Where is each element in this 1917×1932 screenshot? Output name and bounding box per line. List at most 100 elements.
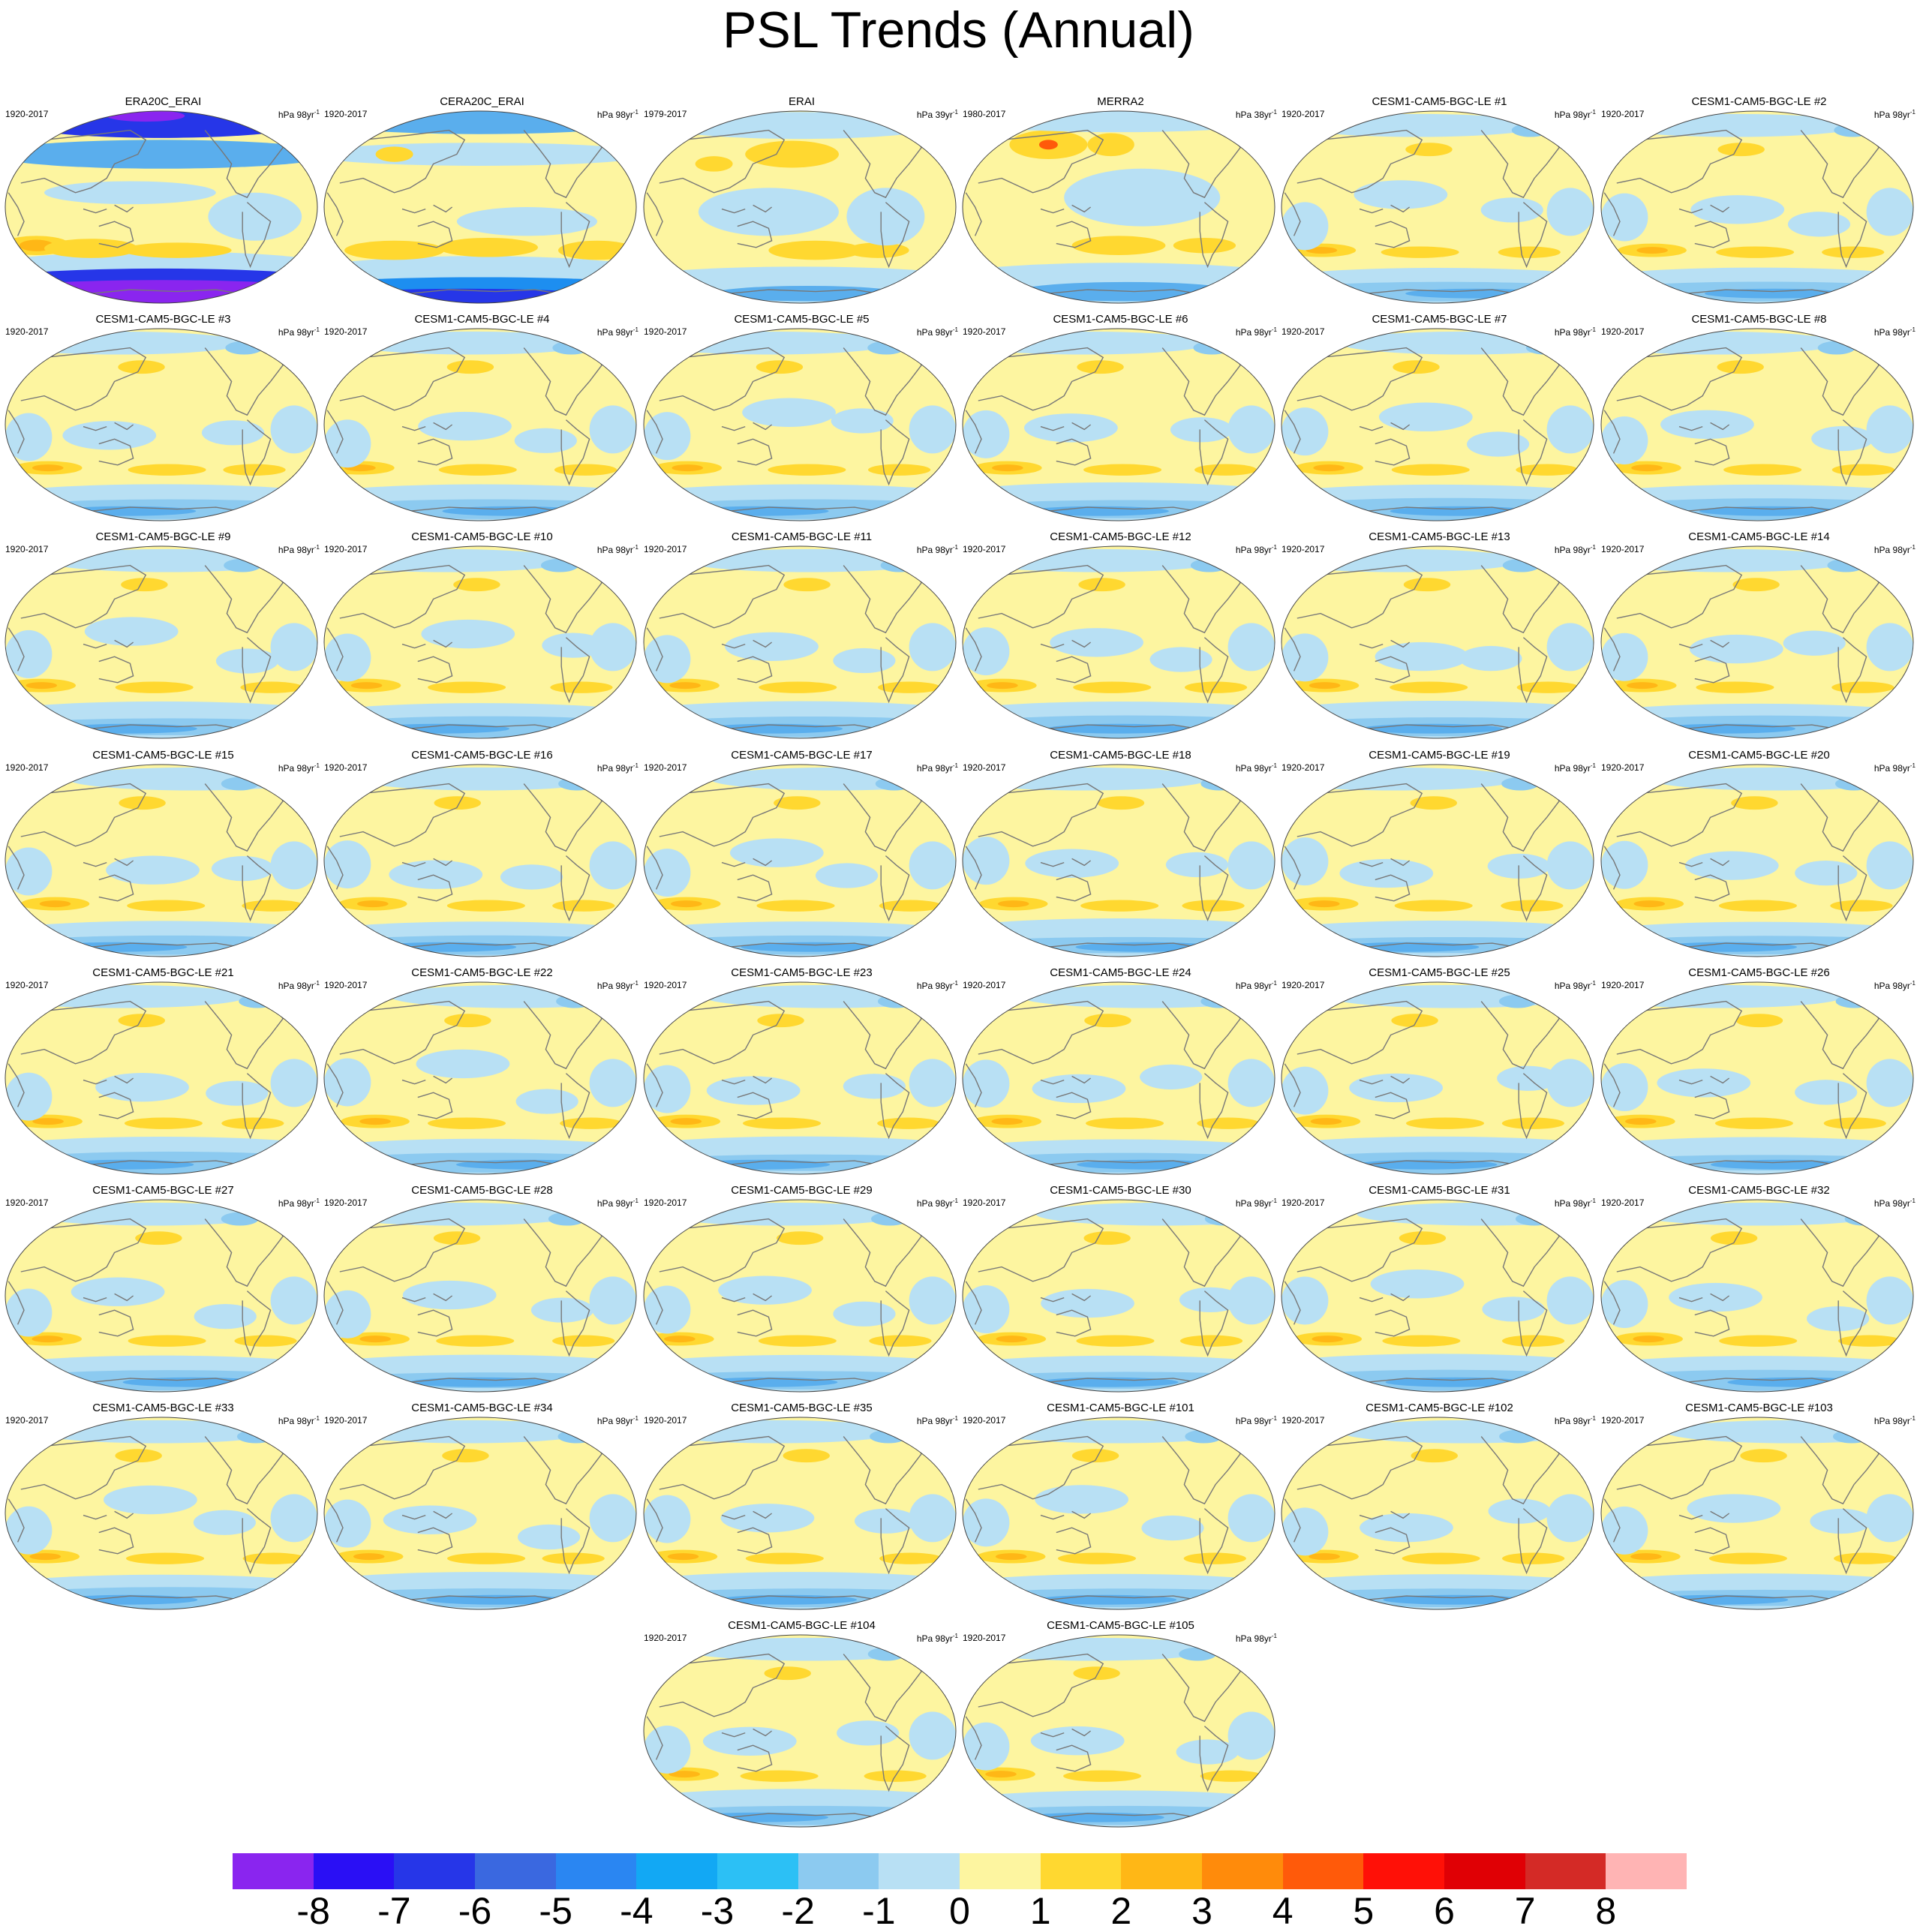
- colorbar-tick-label: 5: [1353, 1890, 1375, 1932]
- colorbar-tick-label: -3: [700, 1890, 735, 1932]
- trend-contour: [95, 1072, 189, 1102]
- trend-contour: [879, 1552, 942, 1564]
- panel-units: hPa 38yr-1: [1235, 109, 1277, 120]
- trend-contour: [1041, 1288, 1134, 1318]
- coastline: [242, 1508, 272, 1575]
- trend-contour: [756, 900, 835, 912]
- panel-units: hPa 98yr-1: [278, 109, 320, 120]
- trend-contour: [1349, 1073, 1444, 1103]
- trend-contour: [670, 900, 702, 908]
- coastline: [91, 289, 240, 294]
- panel-title: CESM1-CAM5-BGC-LE #4: [414, 313, 550, 326]
- coastline: [1284, 410, 1301, 454]
- trend-contour: [118, 1014, 165, 1028]
- trend-contour: [1783, 630, 1846, 656]
- coastline: [13, 347, 147, 411]
- trend-contour: [1073, 681, 1152, 693]
- coastline: [204, 565, 284, 634]
- coastline: [843, 1436, 923, 1505]
- coastline: [114, 1293, 134, 1302]
- trend-contour: [1834, 1552, 1897, 1564]
- coastline: [970, 783, 1104, 847]
- coastline: [1367, 942, 1516, 948]
- trend-contour: [1732, 578, 1780, 592]
- trend-contour: [997, 900, 1029, 908]
- coastline: [1878, 1209, 1895, 1232]
- trend-contour: [1699, 506, 1840, 516]
- trend-contour: [1076, 1335, 1155, 1347]
- trend-contour: [1601, 1280, 1648, 1329]
- map-panel: CESM1-CAM5-BGC-LE #23 1920-2017 hPa 98yr-1: [642, 967, 961, 1177]
- coastline: [1161, 1654, 1242, 1723]
- coastline: [843, 1001, 923, 1070]
- panel-units: hPa 98yr-1: [1554, 1197, 1596, 1209]
- panel-units: hPa 98yr-1: [1235, 1633, 1277, 1644]
- coastline: [1558, 774, 1576, 797]
- panel-years: 1920-2017: [1601, 1415, 1645, 1426]
- trend-contour: [589, 623, 636, 672]
- coastline: [410, 1378, 559, 1383]
- coastline: [651, 1218, 786, 1282]
- trend-contour: [128, 464, 206, 476]
- trend-contour: [324, 840, 371, 889]
- trend-contour: [324, 1058, 371, 1107]
- trend-contour: [987, 682, 1018, 690]
- map-panel: CESM1-CAM5-BGC-LE #34 1920-2017 hPa 98yr-1: [323, 1402, 642, 1612]
- trend-contour: [1866, 188, 1913, 236]
- coastline: [83, 861, 107, 867]
- coastline: [721, 861, 746, 867]
- coastline: [753, 858, 773, 867]
- coastline: [433, 858, 453, 867]
- trend-contour: [1360, 1513, 1453, 1543]
- colorbar-tick-label: 7: [1514, 1890, 1536, 1932]
- coastline: [1609, 129, 1743, 194]
- coastline: [91, 942, 240, 948]
- colorbar-tick-label: -1: [862, 1890, 896, 1932]
- trend-contour: [992, 464, 1023, 472]
- panel-years: 1920-2017: [324, 326, 368, 337]
- coastline: [1040, 1514, 1065, 1520]
- map-panel: CESM1-CAM5-BGC-LE #5 1920-2017 hPa 98yr-1: [642, 314, 961, 524]
- trend-contour: [1866, 841, 1913, 890]
- colorbar-cell: [798, 1853, 879, 1889]
- trend-contour: [759, 681, 837, 693]
- map-panel: ERA20C_ERAI 1920-2017 hPa 98yr-1: [4, 96, 323, 306]
- trend-contour: [1025, 849, 1119, 878]
- trend-contour: [119, 796, 166, 810]
- coastline: [1390, 858, 1411, 867]
- coastline: [921, 991, 938, 1014]
- coastline: [1048, 724, 1197, 729]
- coastline: [721, 643, 746, 649]
- trend-contour: [552, 900, 615, 912]
- coastline: [91, 724, 240, 729]
- trend-contour: [1185, 1429, 1223, 1444]
- coastline: [204, 347, 284, 416]
- coastline: [646, 192, 663, 236]
- trend-contour: [62, 421, 157, 450]
- trend-contour: [659, 112, 941, 140]
- trend-contour: [589, 1494, 636, 1543]
- trend-contour: [128, 1335, 206, 1347]
- coastline: [729, 724, 879, 729]
- trend-contour: [1716, 246, 1795, 258]
- coastline: [326, 1281, 344, 1325]
- trend-contour: [1710, 1231, 1758, 1245]
- panel-years: 1920-2017: [5, 762, 49, 773]
- trend-contour: [702, 1726, 797, 1756]
- coastline: [1800, 1436, 1880, 1505]
- coastline: [114, 1510, 134, 1519]
- trend-contour: [560, 1117, 623, 1129]
- trend-contour: [1182, 900, 1245, 912]
- coastline: [1056, 1744, 1092, 1772]
- trend-contour: [1837, 1335, 1901, 1347]
- trend-contour: [644, 635, 691, 684]
- panel-units: hPa 39yr-1: [916, 109, 958, 120]
- trend-contour: [687, 1812, 828, 1822]
- trend-contour: [1329, 984, 1579, 1008]
- panel-units: hPa 98yr-1: [916, 1415, 958, 1426]
- panel-years: 1920-2017: [1282, 980, 1325, 990]
- trend-contour: [437, 237, 538, 257]
- trend-contour: [1140, 1064, 1203, 1090]
- trend-map: [1281, 110, 1594, 304]
- trend-contour: [1546, 188, 1594, 236]
